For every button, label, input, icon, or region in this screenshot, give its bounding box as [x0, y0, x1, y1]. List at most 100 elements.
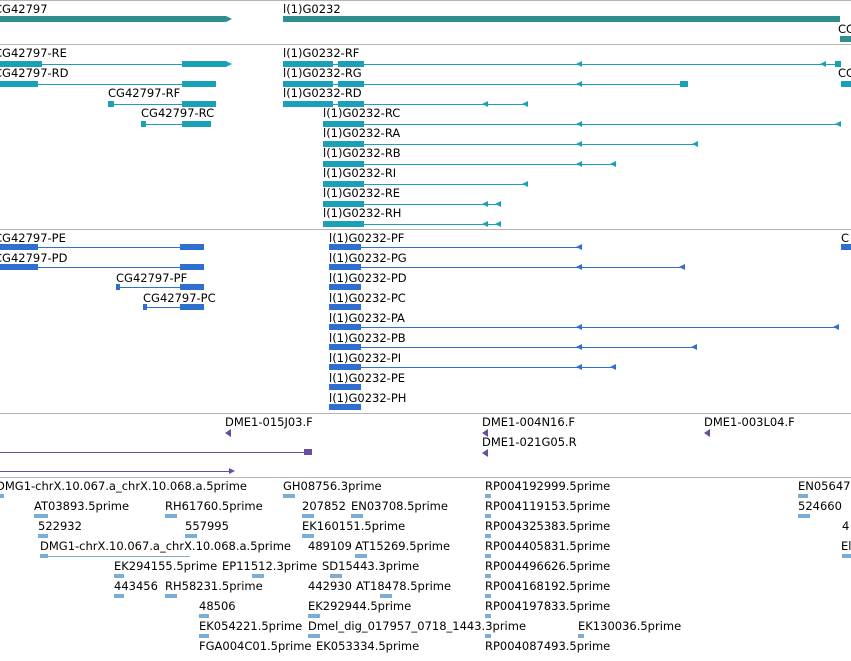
est-label[interactable]: Dmel_dig_017957_0718_1443.3prime [308, 619, 527, 633]
est-label[interactable]: EK053334.5prime [316, 639, 420, 653]
mrna-exon[interactable] [283, 81, 333, 87]
mrna-label[interactable]: l(1)G0232-RE [323, 186, 401, 200]
est-label[interactable]: EK294155.5prime [114, 559, 218, 573]
protein-cds[interactable] [0, 244, 38, 250]
mrna-exon[interactable] [323, 221, 364, 227]
est-label[interactable]: 489109 [308, 539, 352, 553]
est-mark[interactable] [34, 514, 48, 518]
est-mark[interactable] [798, 514, 810, 518]
protein-label[interactable]: l(1)G0232-PD [329, 271, 407, 285]
protein-cds[interactable] [329, 304, 361, 310]
est-mark[interactable] [380, 594, 392, 598]
mrna-label[interactable]: CG42797-RE [0, 46, 67, 60]
protein-label[interactable]: l(1)G0232-PC [329, 291, 406, 305]
protein-cds[interactable] [329, 404, 361, 410]
protein-label[interactable]: l(1)G0232-PB [329, 331, 406, 345]
est-mark[interactable] [199, 614, 209, 618]
est-label[interactable]: RP004405831.5prime [485, 539, 611, 553]
mrna-exon[interactable] [338, 101, 364, 107]
protein-cds[interactable] [180, 264, 204, 270]
est-label[interactable]: 522932 [38, 519, 82, 533]
est-label[interactable]: EK054221.5prime [199, 619, 303, 633]
protein-cds[interactable] [329, 364, 361, 370]
est-label[interactable]: 524660 [798, 499, 842, 513]
protein-label[interactable]: l(1)G0232-PA [329, 311, 405, 325]
est-mark[interactable] [165, 594, 177, 598]
est-label[interactable]: RP004197833.5prime [485, 599, 611, 613]
mrna-label[interactable]: l(1)G0232-RF [283, 46, 360, 60]
protein-cds[interactable] [329, 264, 361, 270]
est-label[interactable]: EK292944.5prime [308, 599, 412, 613]
est-mark[interactable] [199, 634, 209, 638]
est-label[interactable]: AT15269.5prime [355, 539, 451, 553]
protein-cds[interactable] [143, 304, 147, 310]
protein-cds[interactable] [180, 244, 204, 250]
mrna-label[interactable]: CG42797-RD [0, 66, 69, 80]
mrna-exon[interactable] [323, 181, 364, 187]
est-mark[interactable] [0, 494, 4, 498]
mrna-exon[interactable] [323, 141, 364, 147]
mrna-exon[interactable] [323, 161, 364, 167]
protein-cds[interactable] [329, 284, 361, 290]
gene-bar-cg-partial[interactable] [840, 36, 851, 42]
est-mark[interactable] [114, 574, 124, 578]
mrna-exon[interactable] [141, 121, 146, 127]
protein-label[interactable]: l(1)G0232-PG [329, 251, 407, 265]
est-mark[interactable] [308, 634, 320, 638]
est-label[interactable]: RP004087493.5prime [485, 639, 611, 653]
est-label[interactable]: RH58231.5prime [165, 579, 263, 593]
est-mark[interactable] [798, 494, 808, 498]
mrna-exon[interactable] [108, 101, 114, 107]
est-mark[interactable] [485, 534, 491, 538]
protein-label[interactable]: CG42797-PE [0, 231, 66, 245]
protein-cds[interactable] [841, 244, 851, 250]
est-mark[interactable] [485, 574, 491, 578]
est-label[interactable]: AT18478.5prime [356, 579, 452, 593]
gene-label-cg-partial[interactable]: CG [838, 22, 851, 36]
protein-cds[interactable] [329, 344, 361, 350]
est-label[interactable]: 207852 [302, 499, 346, 513]
est-mark[interactable] [485, 554, 491, 558]
protein-cds[interactable] [329, 244, 361, 250]
mrna-exon[interactable] [0, 81, 38, 87]
est-mark[interactable] [283, 494, 295, 498]
clone-label[interactable]: DME1-021G05.R [482, 435, 577, 449]
protein-cds[interactable] [180, 304, 204, 310]
est-label[interactable]: DMG1-chrX.10.067.a_chrX.10.068.a.5prime [40, 539, 292, 553]
est-label[interactable]: El [841, 539, 851, 553]
gene-bar-l1g0232[interactable] [283, 16, 840, 22]
mrna-exon[interactable] [680, 81, 688, 87]
est-mark[interactable] [485, 514, 491, 518]
protein-cds[interactable] [329, 384, 361, 390]
mrna-exon[interactable] [182, 121, 211, 127]
gene-bar-cg42797[interactable] [0, 16, 226, 22]
protein-cds[interactable] [329, 324, 361, 330]
mrna-label[interactable]: l(1)G0232-RA [323, 126, 401, 140]
est-label[interactable]: EP11512.3prime [222, 559, 318, 573]
protein-label[interactable]: l(1)G0232-PH [329, 391, 407, 405]
protein-label[interactable]: l(1)G0232-PF [329, 231, 405, 245]
mrna-label[interactable]: l(1)G0232-RI [323, 166, 397, 180]
protein-label[interactable]: CG42797-PD [0, 251, 68, 265]
mrna-exon[interactable] [835, 61, 841, 67]
mrna-label[interactable]: CG42797-RC [141, 106, 215, 120]
est-label[interactable]: RP004496626.5prime [485, 559, 611, 573]
protein-cds[interactable] [116, 284, 120, 290]
est-mark[interactable] [578, 634, 584, 638]
est-mark[interactable] [351, 514, 363, 518]
protein-cds[interactable] [180, 284, 204, 290]
est-mark[interactable] [308, 614, 320, 618]
mrna-exon[interactable] [182, 101, 216, 107]
est-label[interactable]: 443456 [114, 579, 158, 593]
est-label[interactable]: 4 [842, 519, 850, 533]
mrna-label[interactable]: l(1)G0232-RC [323, 106, 401, 120]
mrna-label[interactable]: l(1)G0232-RD [283, 86, 362, 100]
est-mark[interactable] [185, 534, 197, 538]
est-mark[interactable] [842, 554, 851, 558]
est-label[interactable]: FGA004C01.5prime [199, 639, 312, 653]
clone-label[interactable]: DME1-015J03.F [225, 415, 313, 429]
mrna-exon[interactable] [283, 61, 333, 67]
est-mark[interactable] [355, 554, 367, 558]
est-mark[interactable] [40, 554, 48, 558]
est-label[interactable]: RH61760.5prime [165, 499, 263, 513]
